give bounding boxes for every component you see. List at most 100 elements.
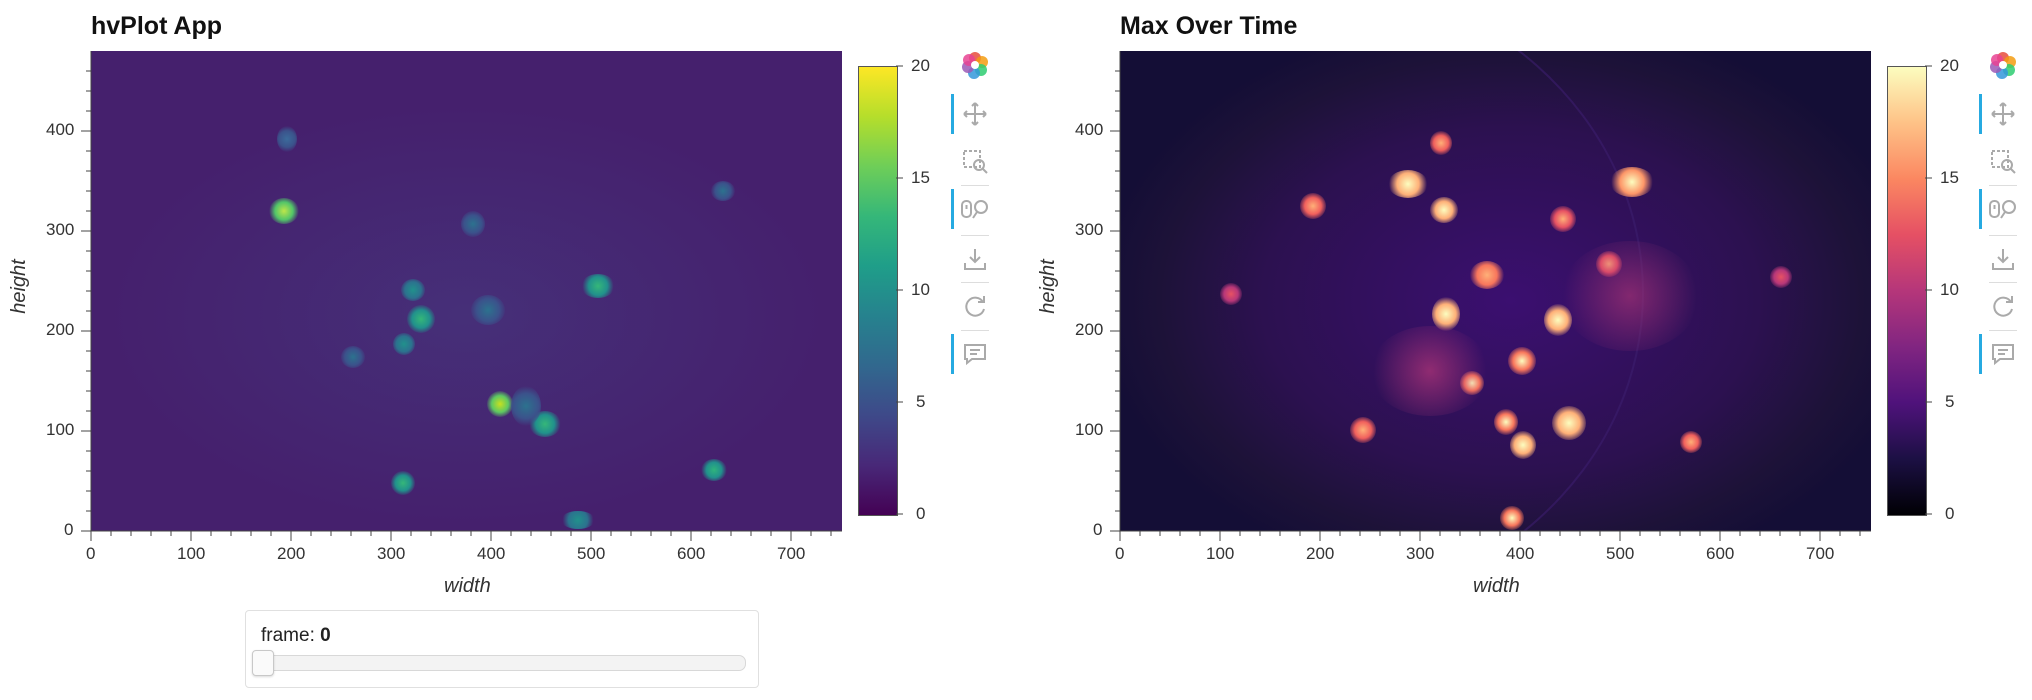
left-x-tick: 500 xyxy=(577,544,606,563)
right-cell-22 xyxy=(1560,241,1700,351)
left-cell-7 xyxy=(701,459,727,481)
right-x-tick: 500 xyxy=(1606,544,1635,563)
right-colorbar-ticks xyxy=(1925,65,1932,515)
left-heatmap-image[interactable] xyxy=(91,51,842,531)
left-cell-11 xyxy=(511,386,541,426)
left-cell-6 xyxy=(391,471,415,495)
right-cell-8 xyxy=(1508,347,1536,375)
left-colorbar-tick-label: 20 xyxy=(911,56,930,75)
right-axes xyxy=(1110,51,1871,541)
pan-tool-button[interactable] xyxy=(1979,94,2027,134)
left-y-tick: 100 xyxy=(46,420,75,439)
right-cell-6 xyxy=(1510,431,1536,459)
left-x-tick: 700 xyxy=(777,544,806,563)
reset-tool-button[interactable] xyxy=(951,286,999,326)
right-colorbar-tick-label: 10 xyxy=(1940,280,1959,299)
hover-icon xyxy=(964,344,986,366)
left-colorbar-tick-label: 5 xyxy=(916,392,926,411)
right-cell-12 xyxy=(1300,193,1326,219)
right-cell-17 xyxy=(1550,206,1576,232)
pan-tool-button[interactable] xyxy=(951,94,999,134)
left-cell-3 xyxy=(581,274,615,298)
save-icon xyxy=(964,249,986,270)
right-cell-1 xyxy=(1388,170,1428,198)
right-colorbar-tick-label: 0 xyxy=(1945,504,1955,523)
right-x-tick: 300 xyxy=(1406,544,1435,563)
box-zoom-tool-button[interactable] xyxy=(1979,142,2027,182)
left-y-axis-label: height xyxy=(7,259,30,314)
save-tool-button[interactable] xyxy=(951,239,999,279)
box-zoom-icon xyxy=(963,150,988,174)
right-y-tick: 300 xyxy=(1075,220,1104,239)
right-cell-13 xyxy=(1430,131,1452,155)
right-colorbar xyxy=(1887,66,1927,516)
wheel-zoom-tool-button[interactable] xyxy=(1979,189,2027,229)
right-heatmap-image[interactable] xyxy=(1120,51,1871,531)
right-y-tick: 200 xyxy=(1075,320,1104,339)
frame-slider-handle[interactable] xyxy=(252,650,274,676)
right-cell-7 xyxy=(1430,197,1458,223)
left-colorbar-tick-label: 10 xyxy=(911,280,930,299)
right-y-tick: 0 xyxy=(1093,520,1103,539)
wheel-zoom-tool-button[interactable] xyxy=(951,189,999,229)
wheel-zoom-icon xyxy=(1989,200,2016,219)
right-cell-20 xyxy=(1770,266,1792,288)
left-cell-15 xyxy=(341,346,365,368)
left-cell-4 xyxy=(407,305,435,333)
hover-tool-button[interactable] xyxy=(1979,334,2027,374)
right-cell-15 xyxy=(1500,506,1524,530)
left-colorbar-tick-label: 0 xyxy=(916,504,926,523)
hover-icon xyxy=(1992,344,2014,366)
left-x-axis-label: width xyxy=(444,575,491,597)
left-y-tick: 400 xyxy=(46,120,75,139)
left-x-tick: 100 xyxy=(177,544,206,563)
right-cell-2 xyxy=(1610,167,1654,197)
right-x-axis-label: width xyxy=(1473,575,1520,597)
right-x-tick: 700 xyxy=(1806,544,1835,563)
right-x-tick: 0 xyxy=(1115,544,1125,563)
left-axes xyxy=(81,51,842,541)
right-y-tick: 100 xyxy=(1075,420,1104,439)
box-zoom-tool-button[interactable] xyxy=(951,142,999,182)
pan-icon xyxy=(1991,102,2015,126)
right-cell-16 xyxy=(1680,431,1702,453)
right-cell-11 xyxy=(1470,261,1504,289)
pan-icon xyxy=(963,102,987,126)
right-cell-5 xyxy=(1552,406,1586,440)
left-plot-title: hvPlot App xyxy=(91,12,223,40)
right-colorbar-tick-label: 5 xyxy=(1945,392,1955,411)
right-y-axis-label: height xyxy=(1036,259,1059,314)
right-y-tick: 400 xyxy=(1075,120,1104,139)
right-cell-3 xyxy=(1432,297,1460,331)
left-cell-12 xyxy=(277,126,297,152)
left-colorbar xyxy=(858,66,898,516)
save-tool-button[interactable] xyxy=(1979,239,2027,279)
right-x-tick: 600 xyxy=(1706,544,1735,563)
reset-tool-button[interactable] xyxy=(1979,286,2027,326)
left-x-tick: 600 xyxy=(677,544,706,563)
right-cell-10 xyxy=(1494,409,1518,435)
left-toolbar xyxy=(951,45,999,385)
right-plot-title: Max Over Time xyxy=(1120,12,1298,40)
wheel-zoom-icon xyxy=(961,200,988,219)
left-cell-16 xyxy=(711,181,735,201)
frame-slider-value: 0 xyxy=(320,625,331,646)
left-cell-1 xyxy=(269,198,299,224)
right-cell-21 xyxy=(1370,326,1490,416)
right-colorbar-tick-label: 20 xyxy=(1940,56,1959,75)
right-cell-19 xyxy=(1220,283,1242,305)
save-icon xyxy=(1992,249,2014,270)
left-y-tick: 0 xyxy=(64,520,74,539)
box-zoom-icon xyxy=(1991,150,2016,174)
reset-icon xyxy=(965,296,985,317)
frame-slider-widget: frame: 0 xyxy=(245,610,759,688)
left-y-tick: 200 xyxy=(46,320,75,339)
left-x-tick: 200 xyxy=(277,544,306,563)
frame-slider-track[interactable] xyxy=(256,655,746,671)
bokeh-logo-icon[interactable] xyxy=(951,45,999,85)
hover-tool-button[interactable] xyxy=(951,334,999,374)
left-x-tick: 300 xyxy=(377,544,406,563)
bokeh-logo-icon[interactable] xyxy=(1979,45,2027,85)
left-cell-10 xyxy=(471,295,505,325)
right-x-tick: 400 xyxy=(1506,544,1535,563)
